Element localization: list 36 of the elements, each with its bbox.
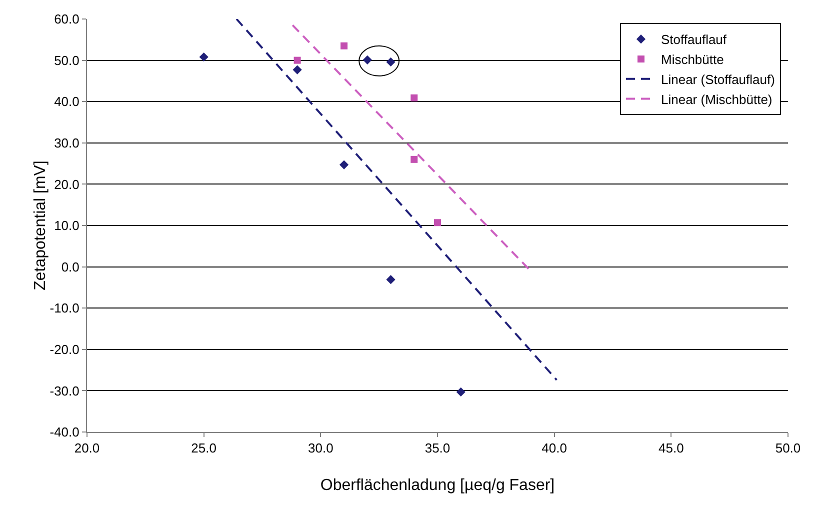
point xyxy=(340,42,348,50)
legend-label: Mischbütte xyxy=(660,52,724,68)
point xyxy=(456,387,466,396)
point xyxy=(362,55,372,64)
point xyxy=(386,275,396,284)
y-tick-label: 60.0 xyxy=(54,12,80,27)
x-tick-label: 35.0 xyxy=(424,440,450,456)
x-tick-label: 50.0 xyxy=(775,440,801,456)
y-tick-label: 10.0 xyxy=(54,218,80,234)
y-tick-label: 50.0 xyxy=(54,52,80,68)
point xyxy=(410,156,418,163)
x-tick-label: 30.0 xyxy=(308,440,334,456)
point xyxy=(199,52,208,62)
x-tick-label: 25.0 xyxy=(191,440,216,456)
y-tick-label: 40.0 xyxy=(54,94,80,110)
x-tick-label: 40.0 xyxy=(542,440,567,456)
legend-label: Linear (Mischbütte) xyxy=(660,92,772,107)
x-tick-label: 20.0 xyxy=(74,440,100,456)
point xyxy=(410,94,418,102)
x-axis-title: Oberflächenladung [µeq/g Faser] xyxy=(320,477,555,494)
y-axis-title: Zetapotential [mV] xyxy=(32,160,49,290)
y-tick-label: -10.0 xyxy=(50,300,80,316)
point xyxy=(434,219,441,226)
point xyxy=(294,56,301,64)
y-tick-label: 0.0 xyxy=(61,259,80,274)
point xyxy=(339,160,349,170)
point xyxy=(386,57,396,66)
point xyxy=(292,65,302,74)
y-tick-label: -40.0 xyxy=(50,424,80,440)
y-tick-label: 30.0 xyxy=(54,135,80,150)
legend-label: Stoffauflauf xyxy=(660,32,727,48)
y-tick-label: 20.0 xyxy=(54,176,80,192)
y-tick-label: -20.0 xyxy=(50,342,80,357)
x-tick-label: 45.0 xyxy=(658,440,684,456)
y-tick-label: -30.0 xyxy=(50,383,80,398)
legend-label: Linear (Stoffauflauf) xyxy=(660,72,775,87)
